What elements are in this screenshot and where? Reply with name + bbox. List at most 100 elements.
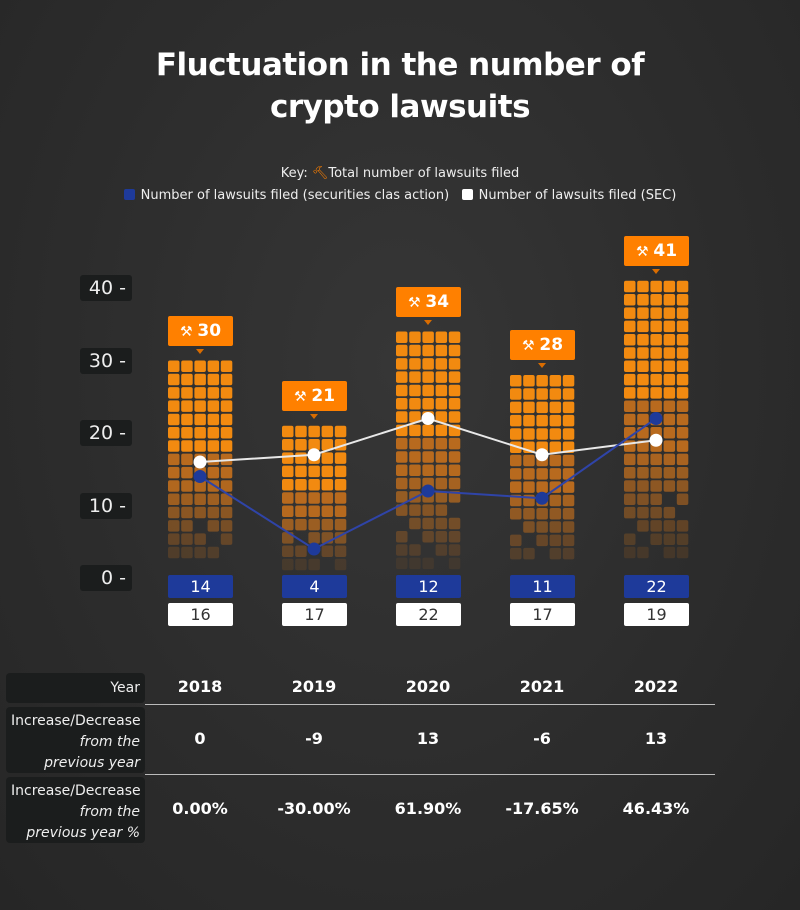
bar-square xyxy=(663,307,676,319)
bar-square xyxy=(624,333,636,346)
sec-point xyxy=(307,448,321,462)
bar-square xyxy=(448,451,461,463)
sec-value: 17 xyxy=(510,603,575,626)
bar-square xyxy=(181,546,193,559)
bar-square xyxy=(523,508,535,520)
bar-square xyxy=(536,375,548,387)
bar-square xyxy=(624,493,636,506)
total-value: 21 xyxy=(311,385,336,406)
bar-square xyxy=(321,518,334,531)
bar-square xyxy=(536,508,548,520)
class-action-point xyxy=(535,491,549,505)
bar-square xyxy=(676,347,689,359)
bar-square xyxy=(549,441,562,453)
bar-square xyxy=(676,373,689,386)
bar-square xyxy=(181,413,193,426)
year-header: 2020 xyxy=(405,677,451,696)
table-cell: 61.90% xyxy=(394,799,462,818)
bar-square xyxy=(562,508,575,520)
bar-square xyxy=(663,333,676,346)
bar-square xyxy=(422,464,434,476)
y-tick-label: 0 - xyxy=(80,565,132,591)
bar-square xyxy=(663,320,676,333)
bar-square xyxy=(396,437,408,450)
bar-square xyxy=(422,371,434,383)
bar-square xyxy=(334,518,347,531)
bar-square xyxy=(282,492,294,504)
bar-square xyxy=(663,360,676,373)
sec-point xyxy=(649,433,663,447)
bar-square xyxy=(650,533,662,545)
row-label-year: Year xyxy=(6,673,145,703)
sec-value: 16 xyxy=(168,603,233,626)
bar-square xyxy=(523,375,535,387)
table-cell: -30.00% xyxy=(277,799,351,818)
bar-square xyxy=(181,506,193,519)
label-italic: from the xyxy=(79,804,140,820)
bar-square xyxy=(510,547,522,560)
table-cell: -6 xyxy=(533,729,551,748)
bar-square xyxy=(637,413,649,426)
bar-square xyxy=(435,398,448,410)
class-action-point xyxy=(421,484,435,498)
total-value: 34 xyxy=(425,291,450,312)
bar-square xyxy=(562,388,575,400)
bar-square xyxy=(624,307,636,319)
bar-square xyxy=(396,557,408,570)
bar-square xyxy=(510,401,522,414)
bar-square xyxy=(536,468,548,480)
bar-square xyxy=(194,360,206,372)
bar-square xyxy=(663,387,676,399)
bar-square xyxy=(676,546,689,559)
bar-square xyxy=(282,558,294,571)
bar-square xyxy=(624,480,636,492)
legend-class-action-label: Number of lawsuits filed (securities cla… xyxy=(140,188,450,203)
bar-square xyxy=(676,427,689,439)
bar-square xyxy=(549,428,562,440)
bar-square xyxy=(168,440,180,452)
bar-square xyxy=(624,373,636,386)
bar-square xyxy=(334,425,347,438)
sec-value: 17 xyxy=(282,603,347,626)
bar-square xyxy=(637,493,649,506)
bar-square xyxy=(624,360,636,373)
bar-square xyxy=(650,480,662,492)
bar-square xyxy=(676,480,689,492)
bar-square xyxy=(220,520,233,532)
bar-square xyxy=(282,465,294,478)
title-line-2: crypto lawsuits xyxy=(269,89,531,125)
bar-square xyxy=(637,333,649,346)
legend-lines: Number of lawsuits filed (securities cla… xyxy=(0,188,800,203)
bar-square xyxy=(181,387,193,399)
bar-square xyxy=(282,452,294,464)
bar-square xyxy=(194,533,206,545)
bar-square xyxy=(663,520,676,532)
bar-square xyxy=(396,477,408,490)
bar-square xyxy=(510,414,522,427)
total-callout: ⚒︎ 34 xyxy=(396,286,461,325)
class-action-point xyxy=(307,542,321,556)
bar-square xyxy=(663,506,676,519)
bar-square xyxy=(650,360,662,373)
bar-square xyxy=(510,375,522,387)
bar-square xyxy=(562,494,575,507)
bar-square xyxy=(207,453,220,466)
bar-square xyxy=(637,480,649,492)
bar-square xyxy=(321,452,334,464)
bar-square xyxy=(435,544,448,556)
bar-square xyxy=(448,437,461,450)
bar-square xyxy=(650,493,662,506)
bar-square xyxy=(435,451,448,463)
bar-square xyxy=(334,478,347,491)
bar-square xyxy=(676,333,689,346)
bar-square xyxy=(168,533,180,545)
bar-square xyxy=(624,413,636,426)
label-main: Increase/Decrease xyxy=(11,783,141,799)
bar-square xyxy=(308,478,320,491)
bar-square xyxy=(409,358,421,370)
bar-square xyxy=(220,360,233,372)
bar-square xyxy=(181,360,193,372)
bar-square xyxy=(422,358,434,370)
bar-square xyxy=(523,428,535,440)
bar-square xyxy=(650,294,662,306)
